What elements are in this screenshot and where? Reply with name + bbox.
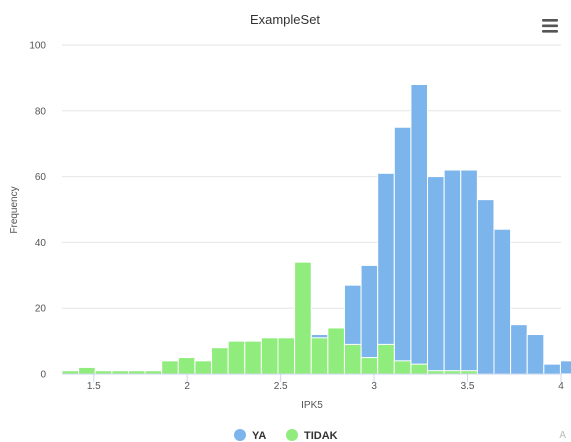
y-tick-label: 40 xyxy=(35,238,47,249)
bar-ya-20 xyxy=(393,126,412,375)
y-tick-label: 0 xyxy=(40,370,46,381)
chart-title: ExampleSet xyxy=(250,12,320,27)
bar-ya-25 xyxy=(476,199,495,375)
bar-ya-21 xyxy=(410,83,429,375)
bar-tidak-8 xyxy=(194,360,213,375)
bar-tidak-7 xyxy=(177,357,196,375)
bar-tidak-6 xyxy=(161,360,179,375)
y-tick-label: 60 xyxy=(35,172,47,183)
x-axis-ticks: 1.5 2 2.5 3 3.5 4 xyxy=(62,373,564,392)
x-tick-label: 1.5 xyxy=(87,381,101,392)
legend-label: YA xyxy=(252,430,266,442)
bar-ya-28 xyxy=(526,334,545,375)
credit-mark: A xyxy=(559,430,566,441)
bar-ya-22 xyxy=(427,176,445,375)
y-axis-title: Frequency xyxy=(9,186,20,233)
legend-item-tidak[interactable]: TIDAK xyxy=(286,429,338,442)
bar-tidak-20 xyxy=(393,360,412,375)
bar-tidak-1 xyxy=(78,366,96,375)
bar-tidak-9 xyxy=(211,347,229,375)
bar-ya-27 xyxy=(510,324,528,375)
bars xyxy=(61,83,571,375)
bar-tidak-10 xyxy=(227,340,246,375)
y-tick-label: 20 xyxy=(35,304,47,315)
bar-tidak-18 xyxy=(360,357,379,375)
x-tick-label: 3.5 xyxy=(461,381,475,392)
x-tick-label: 3 xyxy=(371,381,377,392)
y-tick-label: 80 xyxy=(35,106,47,117)
bar-tidak-17 xyxy=(343,343,362,375)
legend-marker-icon xyxy=(286,429,298,441)
bar-tidak-14 xyxy=(294,261,312,375)
bar-ya-29 xyxy=(543,363,561,375)
bar-ya-24 xyxy=(460,169,478,375)
y-tick-label: 100 xyxy=(29,41,46,52)
x-axis-title: IPK5 xyxy=(301,400,323,411)
bar-ya-26 xyxy=(493,228,512,375)
bar-tidak-12 xyxy=(260,337,279,375)
legend: YA TIDAK xyxy=(234,429,338,442)
bar-ya-30 xyxy=(559,360,571,375)
bar-tidak-21 xyxy=(410,363,429,375)
legend-label: TIDAK xyxy=(304,430,338,442)
x-tick-label: 2.5 xyxy=(274,381,288,392)
bar-tidak-19 xyxy=(377,343,395,375)
y-axis-ticks: 0 20 40 60 80 100 xyxy=(29,41,46,381)
hamburger-menu-icon xyxy=(542,19,558,33)
bar-tidak-16 xyxy=(327,327,345,375)
chart-menu-button[interactable] xyxy=(538,14,562,36)
legend-marker-icon xyxy=(234,429,246,441)
x-tick-label: 2 xyxy=(184,381,190,392)
legend-item-ya[interactable]: YA xyxy=(234,429,266,442)
bar-ya-23 xyxy=(443,169,462,375)
x-tick-label: 4 xyxy=(558,381,564,392)
bar-tidak-13 xyxy=(277,337,296,375)
bar-tidak-11 xyxy=(244,340,262,375)
bar-tidak-15 xyxy=(310,337,329,375)
